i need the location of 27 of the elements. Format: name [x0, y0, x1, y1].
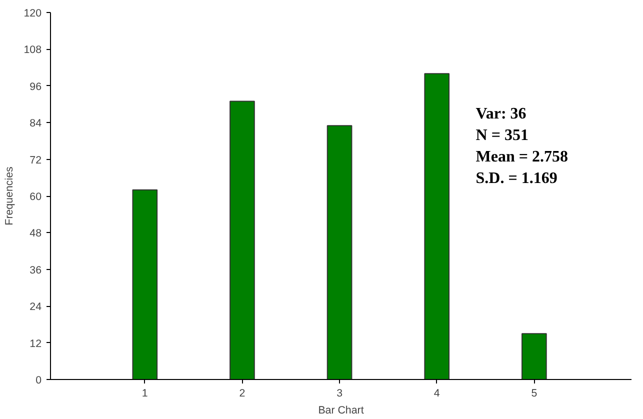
- annotation: S.D. = 1.169: [476, 170, 558, 187]
- y-tick-label: 108: [24, 44, 42, 56]
- y-tick-label: 24: [30, 301, 42, 314]
- x-tick-label: 2: [239, 388, 246, 400]
- y-tick-label: 60: [30, 191, 42, 203]
- bar: [424, 73, 450, 380]
- y-tick-label: 0: [36, 374, 42, 386]
- annotation: Mean = 2.758: [476, 148, 568, 166]
- x-tick-label: 5: [531, 388, 538, 400]
- y-tick-label: 12: [30, 338, 42, 350]
- y-tick-label: 84: [30, 118, 42, 130]
- bar: [326, 125, 352, 380]
- y-tick-label: 120: [24, 8, 42, 20]
- x-tick-label: 3: [336, 388, 343, 400]
- y-tick-label: 48: [30, 228, 42, 240]
- annotation: N = 351: [476, 127, 528, 144]
- y-tick-label: 96: [30, 80, 42, 93]
- y-tick-label: 36: [30, 264, 42, 276]
- y-axis-title: Frequencies: [4, 166, 16, 226]
- bar: [230, 100, 255, 380]
- bar: [522, 333, 547, 380]
- x-axis-title: Bar Chart: [318, 404, 364, 416]
- bar: [132, 189, 158, 380]
- y-tick-label: 72: [30, 154, 42, 166]
- x-tick-label: 1: [142, 388, 148, 400]
- annotation: Var: 36: [476, 106, 526, 123]
- x-tick-label: 4: [434, 388, 440, 400]
